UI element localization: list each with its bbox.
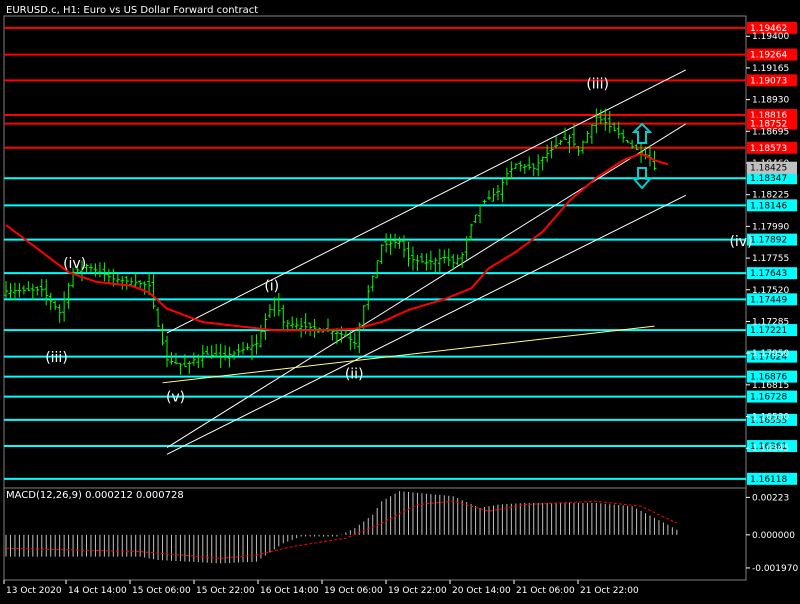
channel-line [166, 123, 687, 448]
price-tick-label: 1.17285 [752, 317, 789, 327]
price-tick-label: 1.16345 [752, 444, 789, 454]
price-tick-label: 1.16580 [752, 413, 789, 423]
macd-tick-label: -0.001970 [752, 564, 798, 574]
price-tick-label: 1.18225 [752, 191, 789, 201]
price-tick-label: 1.19165 [752, 64, 789, 74]
support-tag [747, 293, 797, 306]
time-tick-label: 15 Oct 06:00 [132, 586, 191, 596]
price-tick-label: 1.17755 [752, 254, 789, 264]
support-label: 1.17892 [750, 236, 787, 246]
support-tag [747, 324, 797, 337]
current-price-tag [747, 161, 797, 174]
wave-label: (iv) [729, 234, 752, 250]
support-label: 1.16876 [750, 373, 787, 383]
support-label: 1.17449 [750, 295, 787, 305]
support-label: 1.18146 [750, 201, 787, 211]
time-tick-label: 16 Oct 14:00 [260, 586, 319, 596]
resistance-label: 1.18752 [750, 120, 787, 130]
wave-label: (iii) [586, 76, 609, 92]
chart-title: EURUSD.c, H1: Euro vs US Dollar Forward … [6, 5, 258, 16]
resistance-tag [747, 141, 797, 154]
support-label: 1.17024 [750, 353, 787, 363]
support-tag [747, 267, 797, 280]
wave-label: (i) [264, 279, 279, 295]
down-arrow-icon [631, 167, 653, 190]
labels-layer: (iv) (iii) (v) (i) (ii) (iii) (iv) [45, 76, 752, 405]
time-tick-label: 20 Oct 14:00 [452, 586, 511, 596]
support-tag [747, 233, 797, 246]
support-label: 1.16728 [750, 393, 787, 403]
resistance-label: 1.18573 [750, 144, 787, 154]
resistance-label: 1.19264 [750, 51, 787, 61]
support-tag [747, 199, 797, 212]
macd-signal-line [5, 500, 678, 559]
time-tick-label: 14 Oct 14:00 [68, 586, 127, 596]
channel-layer [162, 69, 687, 455]
support-tag [747, 172, 797, 185]
macd-frame [3, 487, 747, 581]
support-label: 1.17221 [750, 326, 787, 336]
support-label: 1.16118 [750, 475, 787, 485]
support-label: 1.16361 [750, 442, 787, 452]
resistance-tag [747, 74, 797, 87]
axis-layer: 1.194001.191651.189301.186951.184601.182… [746, 32, 797, 454]
price-tick-label: 1.17520 [752, 286, 789, 296]
channel-line [166, 69, 687, 334]
macd-label: MACD(12,26,9) 0.000212 0.000728 [6, 490, 184, 501]
price-tick-label: 1.17050 [752, 349, 789, 359]
price-tick-label: 1.18695 [752, 127, 789, 137]
up-arrow-icon [631, 122, 653, 144]
resistance-label: 1.19462 [750, 24, 787, 34]
resistance-tag [747, 117, 797, 130]
wave-label: (iii) [45, 350, 68, 366]
support-label: 1.18347 [750, 174, 787, 184]
support-tag [747, 370, 797, 383]
wave-label: (iv) [63, 256, 86, 272]
candles-layer [4, 108, 657, 375]
price-tick-label: 1.17990 [752, 222, 789, 232]
moving-average-line [5, 152, 669, 332]
macd-tick-label: 0.00223 [752, 493, 789, 503]
support-label: 1.17643 [750, 269, 787, 279]
support-label: 1.16555 [750, 416, 787, 426]
support-tag [747, 472, 797, 485]
macd-tick-label: 0.000000 [752, 531, 795, 541]
resistance-label: 1.18816 [750, 111, 787, 121]
time-tick-label: 21 Oct 06:00 [516, 586, 575, 596]
wave-label: (ii) [345, 366, 364, 382]
trend-line [162, 325, 655, 384]
resistance-tag [747, 21, 797, 34]
resistance-label: 1.19073 [750, 76, 787, 86]
wave-label: (v) [166, 389, 185, 405]
support-tag [747, 350, 797, 363]
price-tick-label: 1.18930 [752, 96, 789, 106]
time-tick-label: 19 Oct 06:00 [324, 586, 383, 596]
price-tick-label: 1.19400 [752, 32, 789, 42]
grid-layer [3, 15, 747, 581]
time-layer: 13 Oct 2020 14 Oct 14:00 15 Oct 06:00 15 Oc… [3, 580, 639, 596]
macd-layer: 0.00223 0.000000 -0.001970 [5, 491, 798, 574]
time-tick-label: 19 Oct 22:00 [388, 586, 447, 596]
support-tag [747, 390, 797, 403]
resistance-tag [747, 48, 797, 61]
support-tag [747, 413, 797, 426]
arrows-layer [631, 122, 653, 190]
time-tick-label: 21 Oct 22:00 [580, 586, 639, 596]
support-tag [747, 440, 797, 453]
time-tick-label: 15 Oct 22:00 [196, 586, 255, 596]
current-price-label: 1.18425 [750, 164, 787, 174]
channel-line [166, 194, 687, 455]
time-tick-label: 13 Oct 2020 [6, 586, 62, 596]
price-tick-label: 1.16815 [752, 381, 789, 391]
ma-layer [5, 152, 669, 332]
